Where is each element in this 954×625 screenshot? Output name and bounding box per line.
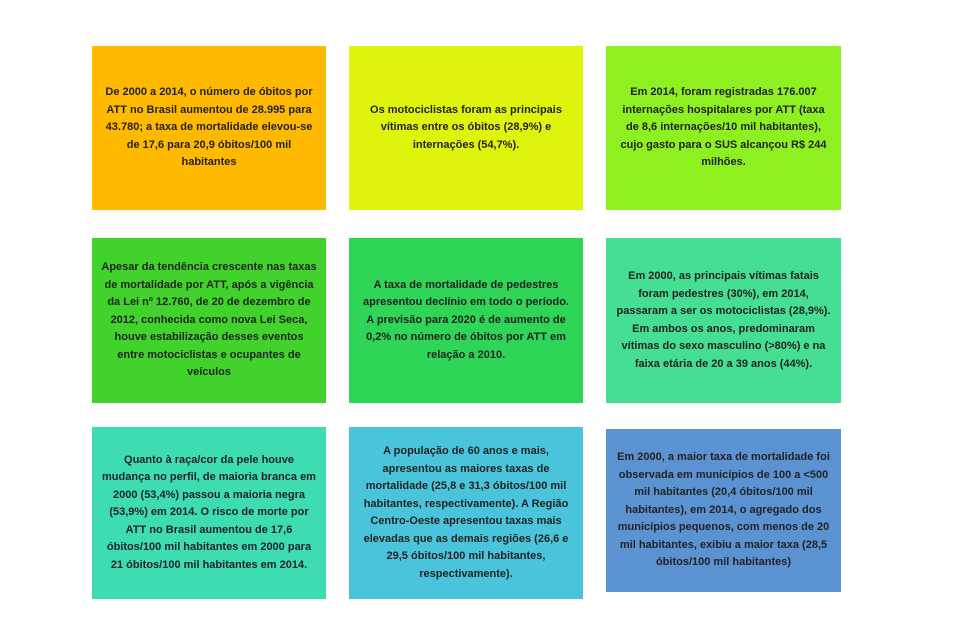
info-card-victim-profile: Em 2000, as principais vítimas fatais fo… — [606, 238, 841, 403]
info-card-text: A população de 60 anos e mais, apresento… — [363, 445, 569, 580]
info-card-text: De 2000 a 2014, o número de óbitos por A… — [105, 86, 313, 169]
info-card-hospitalizations: Em 2014, foram registradas 176.007 inter… — [606, 46, 841, 210]
info-card-pedestrian-forecast: A taxa de mortalidade de pedestres apres… — [349, 238, 583, 403]
info-card-text: Em 2000, as principais vítimas fatais fo… — [616, 270, 831, 370]
info-card-race-profile: Quanto à raça/cor da pele houve mudança … — [92, 427, 326, 599]
info-card-text: Os motociclistas foram as principais vít… — [370, 103, 562, 151]
info-card-text: Em 2000, a maior taxa de mortalidade foi… — [617, 451, 830, 569]
info-card-text: Apesar da tendência crescente nas taxas … — [101, 261, 317, 379]
info-card-municipality-size: Em 2000, a maior taxa de mortalidade foi… — [606, 429, 841, 592]
info-card-text: Em 2014, foram registradas 176.007 inter… — [620, 86, 827, 169]
info-card-elderly-region: A população de 60 anos e mais, apresento… — [349, 427, 583, 599]
info-card-motorcyclists-victims: Os motociclistas foram as principais vít… — [349, 46, 583, 210]
info-card-text: Quanto à raça/cor da pele houve mudança … — [102, 453, 316, 571]
info-card-text: A taxa de mortalidade de pedestres apres… — [363, 278, 569, 361]
info-card-deaths-growth: De 2000 a 2014, o número de óbitos por A… — [92, 46, 326, 210]
info-card-lei-seca: Apesar da tendência crescente nas taxas … — [92, 238, 326, 403]
